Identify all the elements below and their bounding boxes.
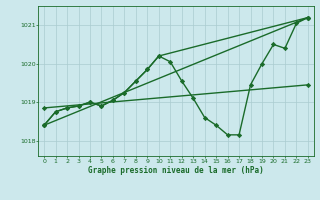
X-axis label: Graphe pression niveau de la mer (hPa): Graphe pression niveau de la mer (hPa): [88, 166, 264, 175]
